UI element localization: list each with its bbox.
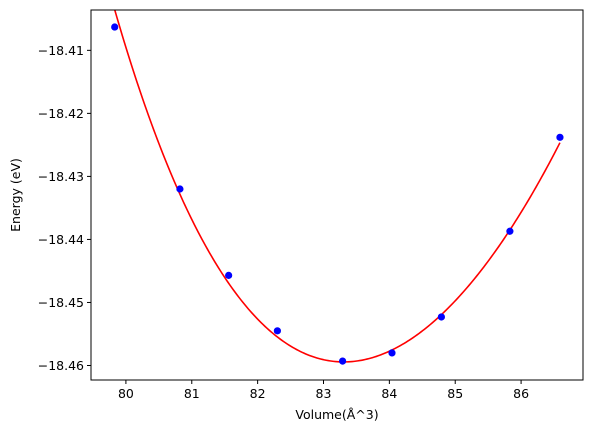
y-axis-label: Energy (eV) <box>8 158 23 232</box>
x-tick-label: 86 <box>513 386 529 401</box>
x-tick-label: 83 <box>316 386 332 401</box>
data-point <box>339 357 347 365</box>
x-tick-label: 81 <box>184 386 200 401</box>
data-point <box>225 271 233 279</box>
y-tick-label: −18.43 <box>38 169 84 184</box>
fit-curve <box>113 9 561 363</box>
plot-frame <box>90 9 584 381</box>
x-tick-label: 85 <box>447 386 463 401</box>
y-tick-label: −18.46 <box>38 358 84 373</box>
x-tick-label: 82 <box>250 386 266 401</box>
data-point <box>556 133 564 141</box>
y-axis-ticks: −18.46 −18.45 −18.44 −18.43 −18.42 −18.41 <box>38 43 91 373</box>
x-axis-label: Volume(Å^3) <box>295 407 378 422</box>
x-tick-label: 80 <box>118 386 134 401</box>
data-points <box>111 23 564 365</box>
x-tick-label: 84 <box>381 386 397 401</box>
data-point <box>111 23 119 31</box>
data-point <box>506 227 514 235</box>
data-point <box>437 313 445 321</box>
data-point <box>176 185 184 193</box>
y-tick-label: −18.45 <box>38 295 84 310</box>
x-axis-ticks: 80 81 82 83 84 85 86 <box>118 380 529 401</box>
data-point <box>388 349 396 357</box>
plot-area <box>91 10 583 380</box>
y-tick-label: −18.44 <box>38 232 84 247</box>
y-tick-label: −18.41 <box>38 43 84 58</box>
data-point <box>273 327 281 335</box>
fit-curve-group <box>113 9 561 363</box>
y-tick-label: −18.42 <box>38 106 84 121</box>
